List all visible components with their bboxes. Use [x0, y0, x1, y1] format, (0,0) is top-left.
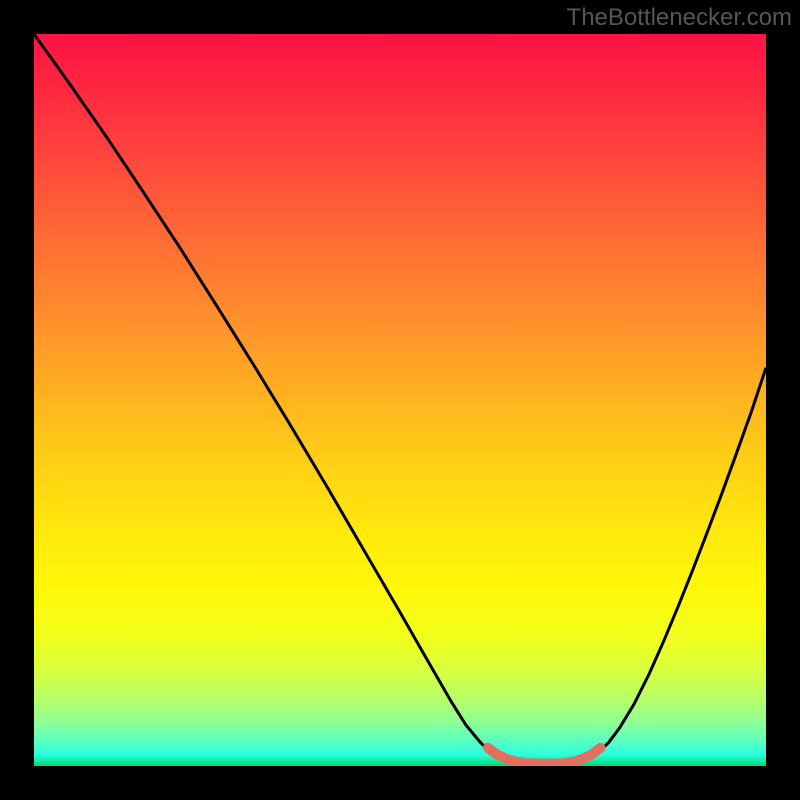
figure-canvas: TheBottlenecker.com [0, 0, 800, 800]
bottom-marker-curve [488, 748, 601, 764]
curve-layer [34, 34, 766, 766]
plot-area [34, 34, 766, 766]
bottleneck-curve [34, 34, 766, 765]
watermark-text: TheBottlenecker.com [567, 4, 792, 32]
